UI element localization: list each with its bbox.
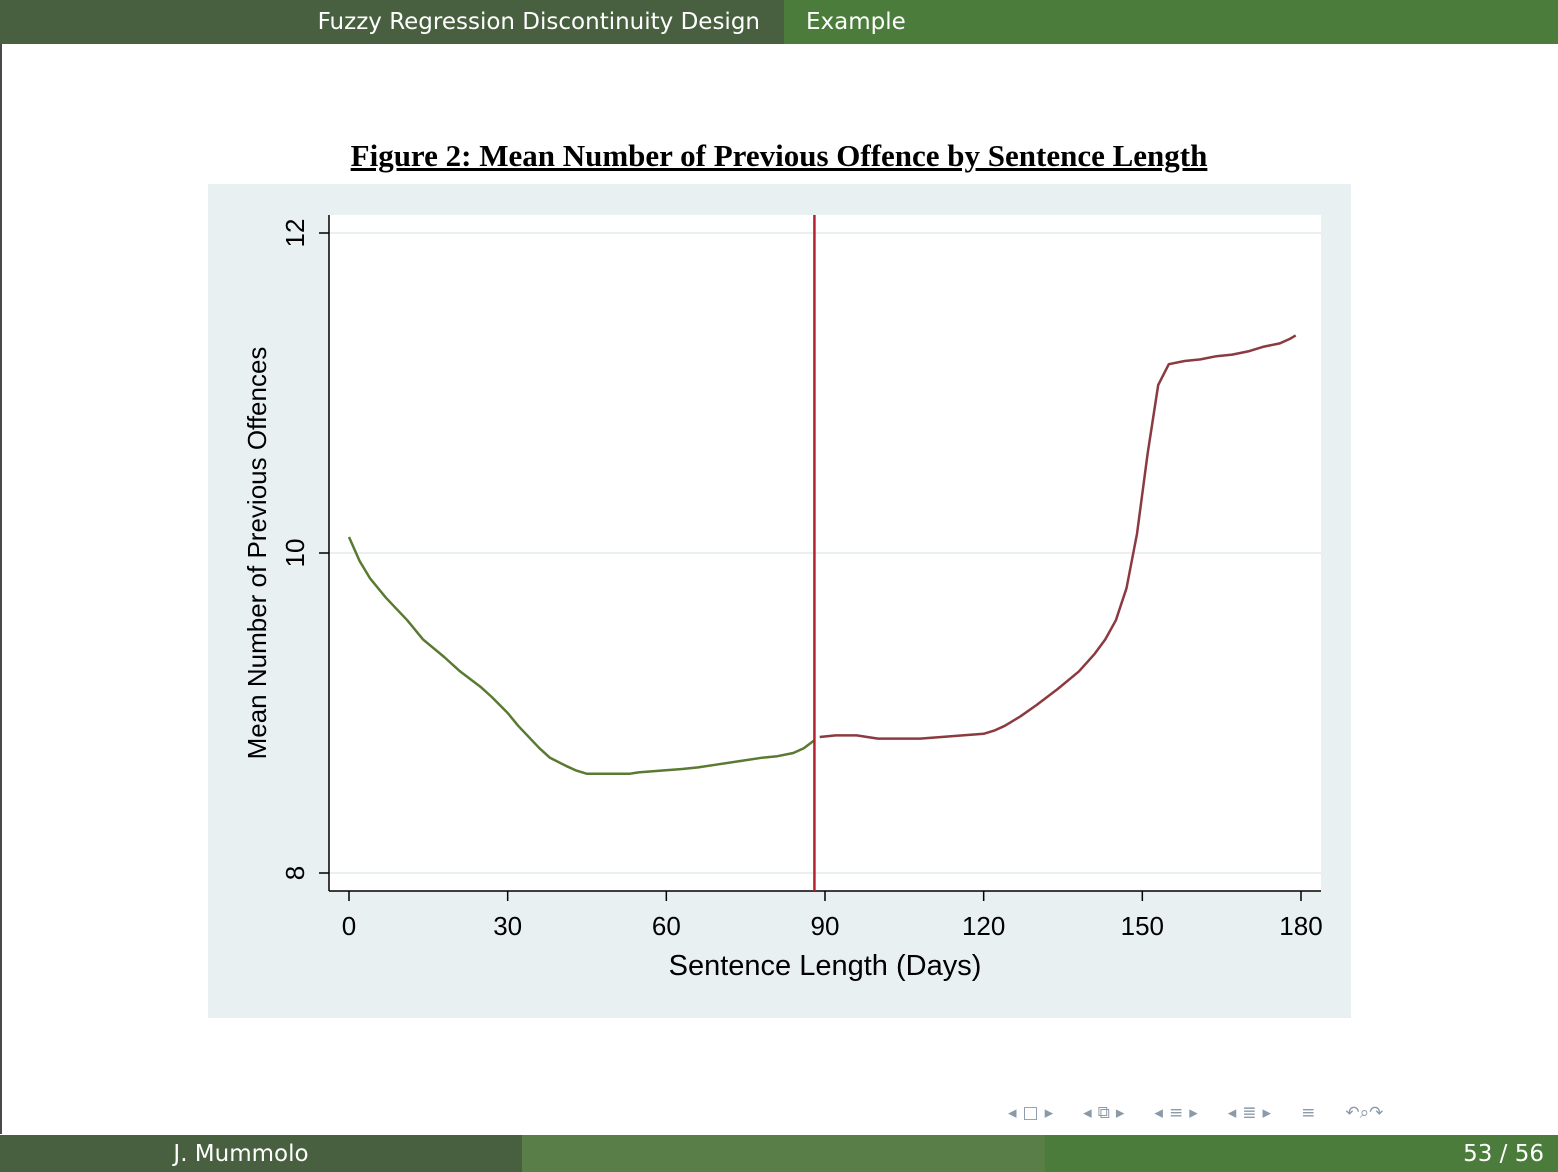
header-bar: Fuzzy Regression Discontinuity Design Ex… bbox=[0, 0, 1558, 44]
subsection-title[interactable]: Example bbox=[784, 0, 1558, 44]
y-axis-label: Mean Number of Previous Offences bbox=[242, 347, 272, 760]
search-icon[interactable]: ↶⌕↷ bbox=[1345, 1103, 1384, 1123]
y-tick-label: 10 bbox=[280, 539, 310, 568]
arrow-right-icon[interactable]: ▸ bbox=[1115, 1103, 1125, 1123]
figure-title: Figure 2: Mean Number of Previous Offenc… bbox=[350, 138, 1208, 173]
arrow-right-icon[interactable]: ▸ bbox=[1189, 1103, 1198, 1123]
arrow-left-icon[interactable]: ◂ bbox=[1227, 1103, 1237, 1123]
chart-panel: 0 30 60 90 120 150 180 8 10 12 Sentence Length (… bbox=[208, 184, 1351, 1018]
navigation-controls: ◂ □ ▸ ◂ ⧉ ▸ ◂ ≡ ▸ ◂ ≣ ▸ ≡ ↶⌕↷ bbox=[1005, 1098, 1386, 1128]
footer-spacer bbox=[522, 1135, 1045, 1172]
x-tick-label: 30 bbox=[493, 911, 522, 941]
x-tick-label: 150 bbox=[1121, 911, 1164, 941]
x-tick-label: 0 bbox=[342, 911, 356, 941]
arrow-left-icon[interactable]: ◂ bbox=[1154, 1103, 1163, 1123]
series-line-2 bbox=[819, 334, 1297, 740]
footer-bar: J. Mummolo 53 / 56 bbox=[0, 1135, 1558, 1172]
x-tick-label: 90 bbox=[811, 911, 840, 941]
x-tick-label: 180 bbox=[1279, 911, 1322, 941]
page-number: 53 / 56 bbox=[1045, 1135, 1558, 1172]
y-tick-label: 8 bbox=[280, 866, 310, 880]
arrow-left-icon[interactable]: ◂ bbox=[1008, 1103, 1017, 1123]
section-icon[interactable]: ≡ bbox=[1168, 1103, 1184, 1123]
x-tick-label: 120 bbox=[962, 911, 1005, 941]
left-border bbox=[0, 44, 2, 1134]
arrow-right-icon[interactable]: ▸ bbox=[1044, 1103, 1054, 1123]
x-axis-label: Sentence Length (Days) bbox=[669, 950, 982, 982]
arrow-left-icon[interactable]: ◂ bbox=[1083, 1103, 1092, 1123]
y-tick-label: 12 bbox=[280, 219, 310, 248]
subsection-icon[interactable]: ⧉ bbox=[1097, 1103, 1110, 1123]
section-title[interactable]: Fuzzy Regression Discontinuity Design bbox=[0, 0, 784, 44]
x-tick-label: 60 bbox=[652, 911, 681, 941]
series-line-1 bbox=[347, 536, 816, 776]
arrow-right-icon[interactable]: ▸ bbox=[1262, 1103, 1272, 1123]
line-chart: 0 30 60 90 120 150 180 8 10 12 Sentence Length (… bbox=[242, 215, 1323, 982]
frame-icon[interactable]: □ bbox=[1022, 1103, 1039, 1123]
author-name: J. Mummolo bbox=[0, 1135, 522, 1172]
align-icon[interactable]: ≡ bbox=[1301, 1103, 1316, 1123]
section-icon[interactable]: ≣ bbox=[1242, 1103, 1257, 1123]
